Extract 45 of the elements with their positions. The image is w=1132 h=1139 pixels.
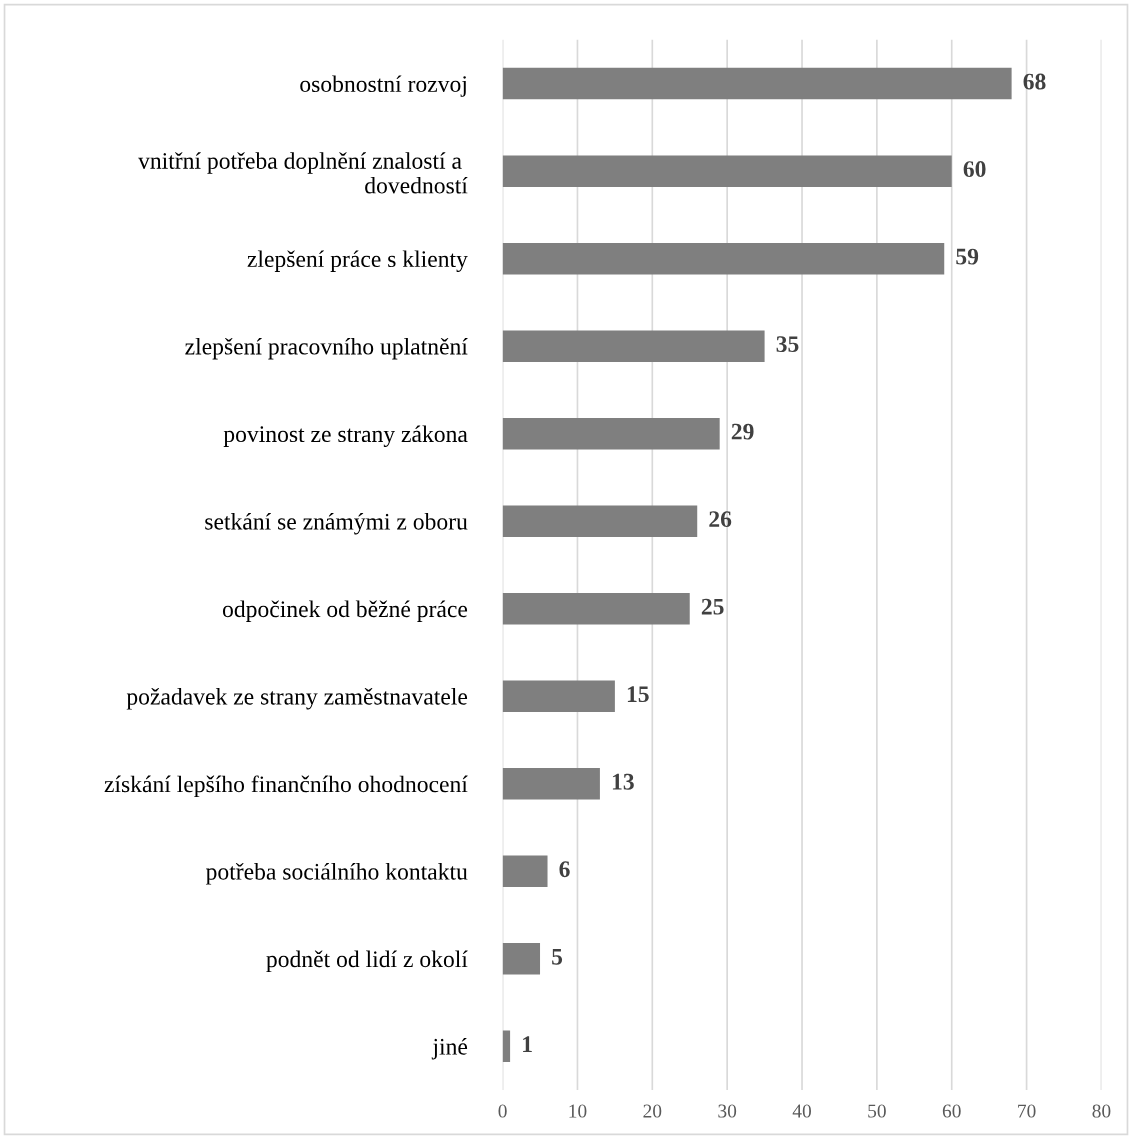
data-label: 59 <box>956 248 979 265</box>
bar <box>502 592 690 625</box>
bar <box>502 67 1012 100</box>
y-tick-label: vnitřní potřeba doplnění znalostí a dovedností <box>138 152 468 194</box>
data-label: 25 <box>701 598 724 615</box>
bar <box>502 855 548 887</box>
x-tick-label: 60 <box>942 1104 961 1118</box>
y-tick-label: zlepšení práce s klienty <box>247 250 468 272</box>
bar <box>502 242 945 275</box>
x-tick-label: 10 <box>569 1104 587 1118</box>
y-tick-label: odpočinek od běžné práce <box>222 600 468 622</box>
x-tick-label: 80 <box>1092 1104 1111 1118</box>
y-tick-label: setkání se známými z oboru <box>205 512 468 535</box>
y-tick-label: zlepšení pracovního uplatnění <box>185 337 468 360</box>
bar <box>502 680 615 712</box>
x-tick-label: 40 <box>792 1104 811 1118</box>
y-tick-label: osobnostní rozvoj <box>300 75 466 97</box>
x-tick-label: 30 <box>718 1104 737 1118</box>
x-tick-label: 50 <box>868 1104 886 1118</box>
data-label: 15 <box>627 686 649 703</box>
bar <box>502 330 765 362</box>
data-label: 1 <box>523 1036 532 1052</box>
data-label: 26 <box>709 511 732 528</box>
y-tick-label: povinost ze strany zákona <box>223 425 468 447</box>
bar <box>502 943 541 975</box>
x-tick-label: 0 <box>498 1104 507 1118</box>
y-tick-label: získání lepšího finančního ohodnocení <box>104 775 468 798</box>
data-label: 13 <box>612 773 634 790</box>
bar <box>502 417 720 450</box>
y-tick-label: jiné <box>431 1038 468 1060</box>
y-tick-label: potřeba sociálního kontaktu <box>205 863 468 885</box>
data-label: 35 <box>776 336 799 353</box>
y-tick-label: požadavek ze strany zaměstnavatele <box>126 688 468 710</box>
bar <box>502 767 600 800</box>
data-label: 29 <box>731 423 754 440</box>
bar <box>502 155 952 187</box>
data-label: 60 <box>963 161 986 178</box>
bar <box>502 505 698 537</box>
x-tick-label: 20 <box>643 1104 662 1118</box>
bar <box>502 1030 511 1063</box>
y-tick-label: podnět od lidí z okolí <box>266 950 468 972</box>
x-tick-label: 70 <box>1018 1104 1036 1118</box>
data-label: 68 <box>1023 73 1046 90</box>
data-label: 5 <box>552 948 563 965</box>
data-label: 6 <box>559 861 570 878</box>
